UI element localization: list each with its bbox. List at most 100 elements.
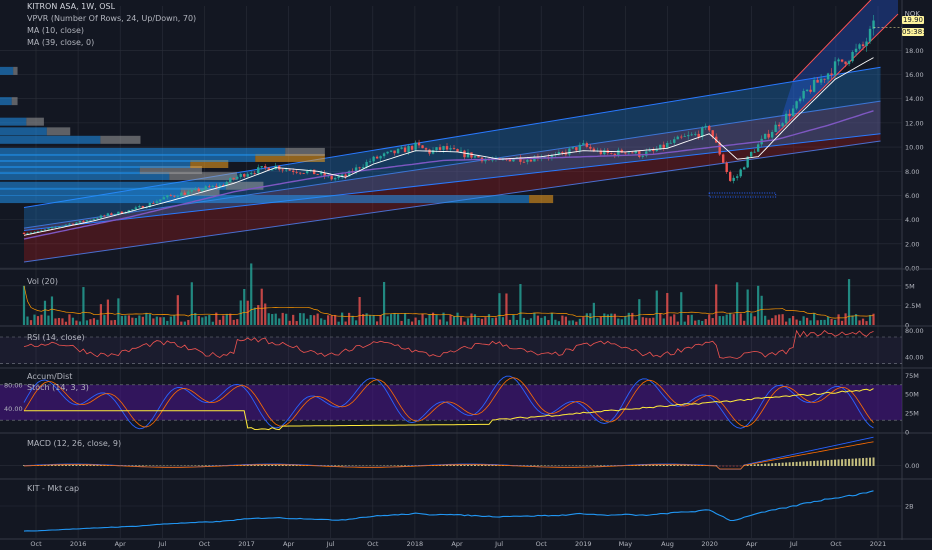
candle-body	[375, 156, 379, 159]
candle-body	[124, 212, 127, 214]
macd-hist-bar	[690, 464, 693, 466]
volume-bar	[854, 314, 858, 325]
mktcap-panel-label[interactable]: KIT - Mkt cap	[27, 484, 80, 493]
y-tick-label: 8.00	[905, 168, 919, 176]
vpvr-row-up	[0, 153, 256, 162]
candle-body	[215, 185, 218, 188]
macd-hist-bar	[71, 464, 74, 466]
volume-bar	[47, 315, 50, 325]
volume-bar	[452, 316, 456, 325]
volume-bar	[375, 321, 379, 325]
macd-hist-bar	[134, 465, 137, 466]
volume-bar	[403, 313, 407, 325]
candle-body	[61, 225, 64, 227]
accum-panel-label[interactable]: Accum/Dist	[27, 372, 73, 381]
x-tick-label: 2021	[870, 540, 887, 548]
volume-bar	[299, 313, 302, 325]
candle-body	[75, 222, 78, 225]
candle-body	[141, 206, 145, 209]
volume-bar	[694, 320, 697, 325]
volume-bar	[526, 319, 529, 325]
candle-body	[435, 147, 438, 151]
macd-hist-bar	[442, 464, 445, 466]
candle-body	[746, 156, 749, 168]
volume-bar	[124, 315, 127, 325]
macd-hist-bar	[453, 464, 456, 466]
vpvr-row-down	[139, 166, 202, 175]
candle-body	[795, 101, 798, 109]
macd-hist-bar	[89, 464, 92, 466]
volume-bar	[162, 317, 165, 325]
macd-hist-bar	[592, 465, 595, 466]
macd-hist-bar	[292, 464, 295, 466]
volume-bar	[183, 321, 186, 325]
stoch-panel-label[interactable]: Stoch (14, 3, 3)	[27, 383, 89, 392]
vpvr-row-down	[180, 187, 220, 196]
candle-body	[33, 231, 36, 233]
candle-body	[57, 226, 61, 228]
candle-body	[470, 152, 473, 158]
volume-bar	[438, 319, 442, 325]
macd-hist-bar	[211, 465, 214, 466]
vpvr-row-down	[26, 117, 44, 126]
indicator-ma10-label[interactable]: MA (10, close)	[27, 26, 85, 35]
volume-bar	[582, 317, 585, 325]
macd-hist-bar	[813, 460, 816, 466]
candle-body	[162, 197, 166, 200]
volume-bar	[431, 312, 435, 325]
macd-hist-bar	[288, 464, 291, 466]
macd-hist-bar	[858, 458, 861, 466]
macd-hist-bar	[344, 465, 347, 466]
stoch-left-tick: 80.00	[4, 381, 23, 389]
macd-hist-bar	[141, 465, 144, 466]
vpvr-row-up	[0, 127, 47, 136]
volume-bar	[792, 316, 795, 325]
candle-body	[40, 230, 43, 232]
volume-bar	[788, 318, 791, 325]
macd-hist-bar	[330, 465, 333, 466]
candle-body	[617, 149, 620, 157]
macd-hist-bar	[390, 465, 393, 466]
volume-bar	[606, 314, 609, 325]
candle-body	[473, 156, 477, 158]
candle-body	[50, 227, 54, 229]
volume-bar	[641, 317, 644, 325]
indicator-vpvr-label[interactable]: VPVR (Number Of Rows, 24, Up/Down, 70)	[27, 14, 197, 23]
candle-body	[407, 146, 410, 153]
volume-bar	[365, 313, 368, 325]
volume-bar	[190, 282, 193, 325]
volume-bar	[774, 315, 777, 325]
candle-body	[690, 134, 693, 136]
macd-hist-bar	[809, 461, 812, 466]
candle-body	[819, 78, 823, 83]
volume-bar	[232, 319, 235, 325]
macd-hist-bar	[837, 459, 840, 466]
indicator-ma39-label[interactable]: MA (39, close, 0)	[27, 38, 95, 47]
vol-panel-label[interactable]: Vol (20)	[27, 277, 58, 286]
macd-hist-bar	[145, 465, 148, 466]
macd-hist-bar	[599, 465, 602, 466]
candle-body	[372, 156, 375, 162]
candle-body	[414, 142, 417, 150]
volume-bar	[826, 316, 830, 325]
volume-bar	[522, 317, 526, 325]
volume-bar	[396, 314, 400, 325]
y-tick-label: 14.00	[905, 95, 924, 103]
vpvr-row-down	[13, 66, 18, 75]
volume-bar	[568, 320, 571, 325]
candle-body	[837, 59, 840, 62]
macd-hist-bar	[799, 461, 802, 466]
candle-body	[183, 192, 187, 195]
macd-hist-bar	[260, 464, 263, 466]
macd-hist-bar	[746, 464, 749, 466]
x-tick-label: Oct	[199, 540, 211, 548]
y-tick-label: 12.00	[905, 119, 924, 127]
candle-body	[99, 215, 103, 219]
candle-body	[655, 149, 658, 152]
y-tick-label: 10.00	[905, 144, 924, 152]
macd-panel-label[interactable]: MACD (12, 26, close, 9)	[27, 439, 122, 448]
x-tick-label: Jul	[789, 540, 798, 548]
rsi-panel-label[interactable]: RSI (14, close)	[27, 333, 85, 342]
volume-bar	[673, 314, 676, 325]
